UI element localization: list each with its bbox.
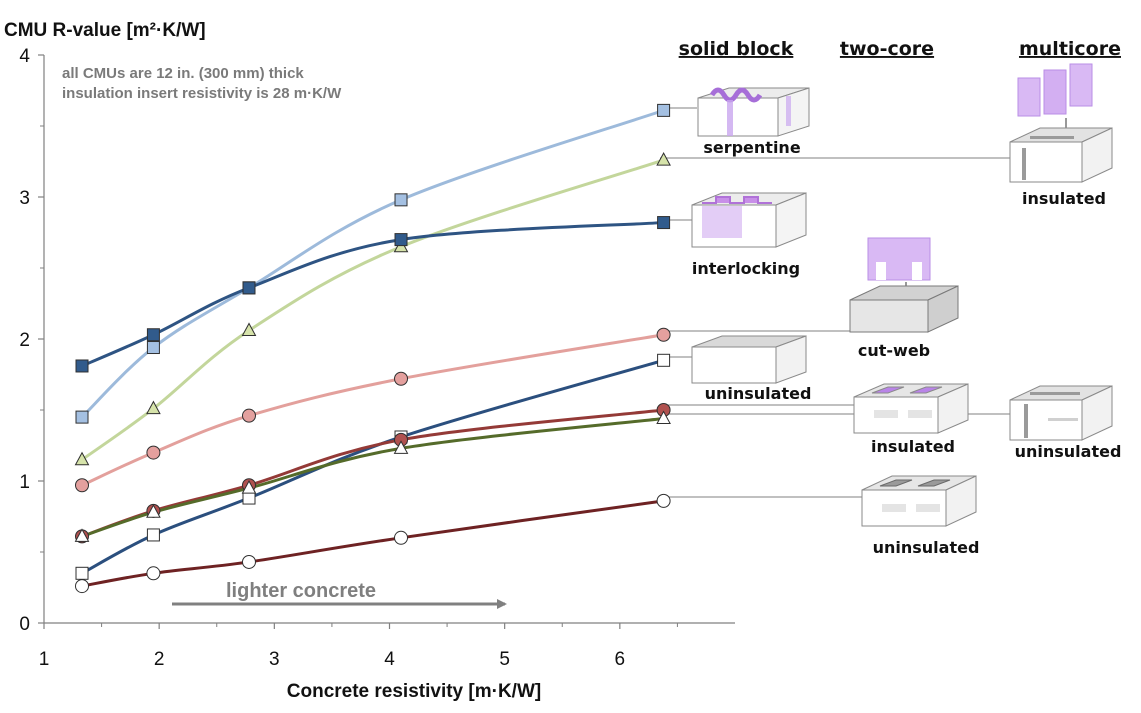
series-3-point-2 — [241, 408, 256, 423]
series-3-point-4 — [656, 327, 671, 342]
x-tick-label-6: 6 — [615, 649, 626, 670]
note-thickness: all CMUs are 12 in. (300 mm) thick — [62, 65, 304, 82]
x-axis-title: Concrete resistivity [m·K/W] — [287, 681, 541, 702]
series-0-point-4 — [657, 103, 671, 117]
series-3-point-3 — [394, 371, 409, 386]
x-tick-label-2: 2 — [154, 649, 165, 670]
two-core-insulated-block-icon — [853, 383, 969, 434]
series-4-point-4 — [657, 353, 671, 367]
multicore-insulated-block-icon — [1009, 63, 1113, 183]
series-7-point-0 — [75, 579, 90, 594]
series-1-point-1 — [146, 400, 161, 415]
y-tick-label-4: 4 — [19, 46, 30, 67]
series-line-2 — [81, 221, 664, 368]
series-1-point-0 — [74, 451, 90, 466]
header-two-core: two-core — [840, 38, 934, 60]
series-0-point-1 — [146, 341, 160, 355]
series-4-point-0 — [75, 566, 89, 580]
y-tick-label-0: 0 — [19, 614, 30, 635]
two-core-uninsulated-block-icon — [861, 475, 977, 527]
header-multicore: multicore — [1019, 38, 1121, 60]
series-group — [74, 103, 671, 594]
y-tick-label-2: 2 — [19, 330, 30, 351]
series-4-point-1 — [146, 528, 160, 542]
series-0-point-3 — [394, 193, 408, 207]
series-line-3 — [81, 333, 664, 487]
label-multicore-uninsulated: uninsulated — [1015, 442, 1122, 461]
label-interlocking: interlocking — [692, 259, 800, 278]
interlocking-block-icon — [691, 192, 807, 248]
label-cut-web: cut-web — [858, 341, 930, 360]
label-multicore-insulated: insulated — [1022, 189, 1106, 208]
x-tick-label-5: 5 — [499, 649, 510, 670]
label-serpentine: serpentine — [703, 138, 800, 157]
lighter-concrete-label: lighter concrete — [226, 580, 376, 602]
cut-web-block-icon — [849, 237, 959, 333]
series-2-point-3 — [394, 233, 408, 247]
series-line-5 — [81, 408, 664, 538]
series-7-point-4 — [656, 493, 671, 508]
series-3-point-1 — [146, 445, 161, 460]
solid-uninsulated-block-icon — [691, 335, 807, 384]
label-solid-uninsulated: uninsulated — [705, 384, 812, 403]
series-6-point-4 — [656, 410, 671, 425]
x-ticks: 1 2 3 4 5 6 — [39, 623, 678, 670]
series-6-point-1 — [146, 504, 161, 518]
series-6-point-2 — [241, 480, 257, 494]
series-line-1 — [81, 158, 665, 461]
label-two-core-uninsulated: uninsulated — [873, 538, 980, 557]
note-insert-resistivity: insulation insert resistivity is 28 m·K/… — [62, 85, 342, 102]
series-7-point-1 — [146, 566, 161, 581]
x-tick-label-4: 4 — [384, 649, 395, 670]
series-4-point-2 — [242, 491, 256, 505]
series-0-point-0 — [75, 410, 89, 424]
x-tick-label-3: 3 — [269, 649, 280, 670]
label-two-core-insulated: insulated — [871, 437, 955, 456]
series-2-point-4 — [657, 216, 671, 230]
y-ticks: 0 1 2 3 4 — [19, 46, 44, 635]
y-tick-label-3: 3 — [19, 188, 30, 209]
x-tick-label-1: 1 — [39, 649, 50, 670]
series-3-point-0 — [75, 478, 90, 493]
series-7-point-3 — [394, 530, 409, 545]
series-6-point-0 — [74, 528, 90, 542]
y-axis-title: CMU R-value [m²·K/W] — [4, 20, 206, 41]
series-line-4 — [81, 358, 665, 575]
series-line-7 — [81, 499, 664, 588]
series-2-point-2 — [242, 281, 256, 295]
header-solid-block: solid block — [679, 38, 794, 60]
multicore-uninsulated-block-icon — [1009, 385, 1113, 441]
series-6-point-3 — [393, 440, 409, 454]
series-1-point-4 — [656, 152, 671, 166]
series-line-6 — [81, 417, 664, 538]
y-tick-label-1: 1 — [19, 472, 30, 493]
series-2-point-0 — [75, 359, 89, 373]
series-2-point-1 — [146, 328, 160, 342]
series-7-point-2 — [241, 554, 256, 569]
serpentine-block-icon — [697, 87, 810, 137]
series-1-point-2 — [241, 322, 257, 336]
series-line-0 — [80, 108, 665, 419]
